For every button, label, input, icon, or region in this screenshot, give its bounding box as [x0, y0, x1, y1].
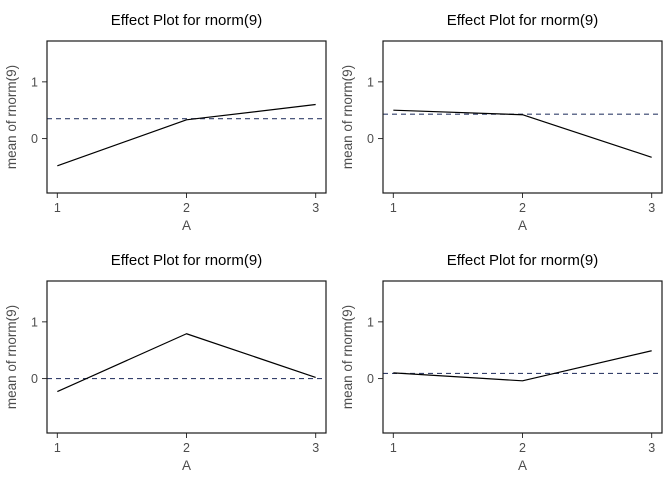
- x-tick-label: 1: [390, 201, 397, 215]
- dynamic-plot-layer: 1 2 3 0 1: [367, 40, 663, 215]
- y-axis-label: mean of rnorm(9): [340, 305, 355, 409]
- panel-border: [382, 280, 663, 434]
- effect-line: [393, 350, 652, 382]
- effect-plot-panel-top-right: Effect Plot for rnorm(9) 1 2 3 0 1 A mean of…: [336, 0, 672, 240]
- chart-title: Effect Plot for rnorm(9): [447, 12, 598, 29]
- chart-title: Effect Plot for rnorm(9): [447, 252, 598, 269]
- dynamic-plot-layer: 1 2 3 0 1: [31, 280, 327, 455]
- plot-canvas: Effect Plot for rnorm(9) 1 2 3 0 1 A mean of…: [4, 252, 327, 473]
- dynamic-plot-layer: 1 2 3 0 1: [31, 40, 327, 215]
- y-tick-label: 0: [367, 372, 374, 386]
- y-axis-label: mean of rnorm(9): [4, 305, 19, 409]
- effect-line: [57, 103, 316, 167]
- panel-border: [46, 40, 327, 194]
- plot-canvas: Effect Plot for rnorm(9) 1 2 3 0 1 A mean of…: [340, 12, 663, 233]
- x-axis-label: A: [182, 458, 191, 473]
- y-axis-label: mean of rnorm(9): [340, 65, 355, 169]
- x-tick-label: 3: [312, 201, 319, 215]
- x-tick-label: 1: [390, 441, 397, 455]
- x-tick-label: 2: [519, 201, 526, 215]
- chart-title: Effect Plot for rnorm(9): [111, 12, 262, 29]
- x-tick-label: 1: [54, 201, 61, 215]
- x-axis-label: A: [182, 218, 191, 233]
- panel-border: [46, 280, 327, 434]
- y-tick-label: 1: [31, 315, 38, 329]
- chart-title: Effect Plot for rnorm(9): [111, 252, 262, 269]
- effect-plot-panel-top-left: Effect Plot for rnorm(9) 1 2 3 0 1 A mean of…: [0, 0, 336, 240]
- x-tick-label: 3: [312, 441, 319, 455]
- x-tick-label: 2: [519, 441, 526, 455]
- x-axis-label: A: [518, 458, 527, 473]
- y-tick-label: 1: [31, 75, 38, 89]
- x-tick-label: 3: [648, 201, 655, 215]
- y-tick-label: 0: [367, 132, 374, 146]
- y-tick-label: 0: [31, 132, 38, 146]
- effect-line: [393, 109, 652, 158]
- panel-border: [382, 40, 663, 194]
- x-tick-label: 1: [54, 441, 61, 455]
- x-tick-label: 2: [183, 201, 190, 215]
- x-tick-label: 3: [648, 441, 655, 455]
- plot-canvas: Effect Plot for rnorm(9) 1 2 3 0 1 A mean of…: [4, 12, 327, 233]
- dynamic-plot-layer: 1 2 3 0 1: [367, 280, 663, 455]
- y-tick-label: 0: [31, 372, 38, 386]
- effect-line: [57, 333, 316, 393]
- plot-canvas: Effect Plot for rnorm(9) 1 2 3 0 1 A mean of…: [340, 252, 663, 473]
- x-tick-label: 2: [183, 441, 190, 455]
- y-tick-label: 1: [367, 315, 374, 329]
- effect-plot-panel-bottom-right: Effect Plot for rnorm(9) 1 2 3 0 1 A mean of…: [336, 240, 672, 480]
- y-axis-label: mean of rnorm(9): [4, 65, 19, 169]
- x-axis-label: A: [518, 218, 527, 233]
- y-tick-label: 1: [367, 75, 374, 89]
- effect-plot-panel-bottom-left: Effect Plot for rnorm(9) 1 2 3 0 1 A mean of…: [0, 240, 336, 480]
